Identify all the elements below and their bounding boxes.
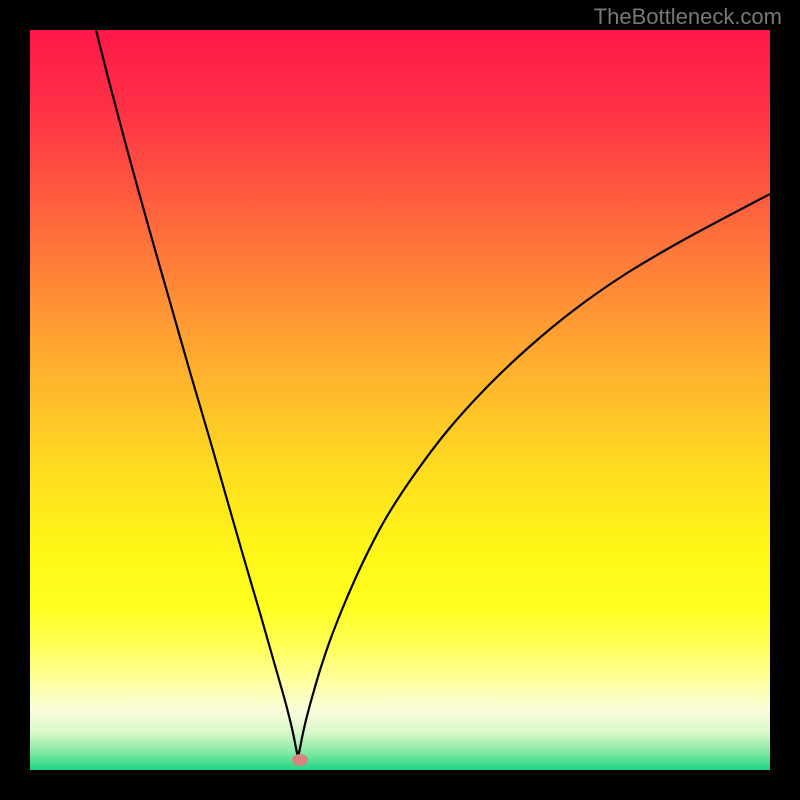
bottleneck-chart <box>30 30 770 770</box>
plot-area <box>30 30 770 770</box>
minimum-marker <box>292 754 308 766</box>
watermark-text: TheBottleneck.com <box>594 4 782 30</box>
chart-background <box>30 30 770 770</box>
